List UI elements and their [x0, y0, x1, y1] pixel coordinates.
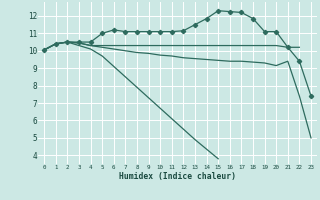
- X-axis label: Humidex (Indice chaleur): Humidex (Indice chaleur): [119, 172, 236, 181]
